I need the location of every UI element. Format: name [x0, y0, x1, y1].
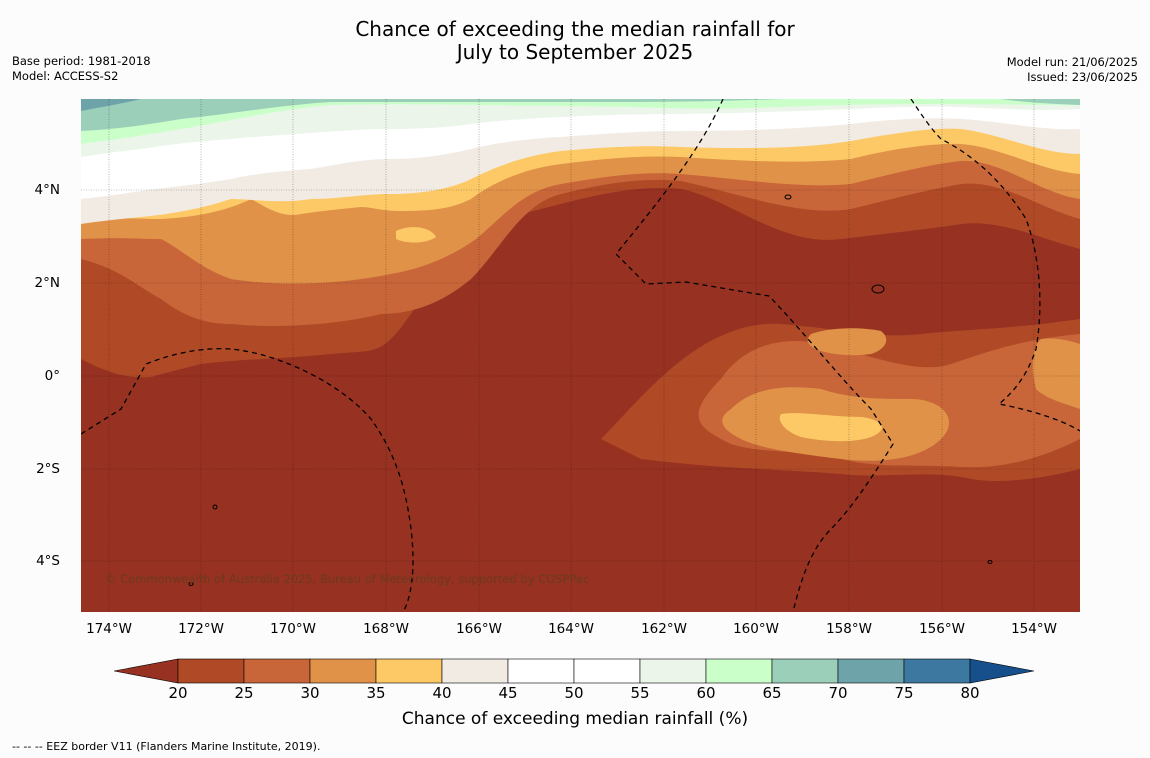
colorbar-tick: 30 [300, 684, 320, 702]
model-name: Model: ACCESS-S2 [12, 69, 119, 83]
lat-label: 4°N [34, 182, 60, 198]
lat-label: 2°S [36, 461, 60, 477]
issued-date: Issued: 23/06/2025 [1027, 70, 1138, 84]
lon-label: 156°W [919, 621, 965, 637]
colorbar-tick: 80 [960, 684, 980, 702]
copyright-notice: © Commonwealth of Australia 2025, Bureau… [105, 572, 590, 586]
eez-borders [81, 99, 1080, 612]
lon-label: 174°W [86, 621, 132, 637]
model-run: Model run: 21/06/2025 [1006, 55, 1138, 69]
colorbar-tick: 20 [168, 684, 188, 702]
lon-label: 168°W [363, 621, 409, 637]
colorbar-tick: 50 [564, 684, 584, 702]
region-30-35-east [1032, 338, 1080, 409]
meta-right: Model run: 21/06/2025 Issued: 23/06/2025 [1007, 55, 1138, 85]
eez-legend-note: -- -- -- EEZ border V11 (Flanders Marine… [12, 740, 321, 753]
title-line-2: July to September 2025 [456, 40, 694, 64]
colorbar-tick: 55 [630, 684, 650, 702]
map-svg [81, 99, 1080, 612]
lon-label: 160°W [733, 621, 779, 637]
lon-label: 166°W [456, 621, 502, 637]
colorbar-tick: 70 [828, 684, 848, 702]
lat-label: 4°S [36, 553, 60, 569]
colorbar-cell [771, 658, 839, 684]
colorbar-cell [573, 658, 641, 684]
region-35-40-south [779, 413, 882, 442]
region-35-40-spot [396, 227, 436, 243]
colorbar-cell [375, 658, 443, 684]
lon-label: 154°W [1011, 621, 1057, 637]
colorbar-cell [309, 658, 377, 684]
region-55-60 [81, 99, 1080, 157]
colorbar-cell [639, 658, 707, 684]
graticule [81, 99, 1080, 612]
lon-label: 164°W [548, 621, 594, 637]
lon-label: 172°W [178, 621, 224, 637]
colorbar-arrow-low [114, 658, 179, 684]
colorbar-tick: 75 [894, 684, 914, 702]
colorbar-tick: 65 [762, 684, 782, 702]
region-30-35-mid [807, 328, 887, 356]
base-period: Base period: 1981-2018 [12, 54, 151, 68]
colorbar-cell [243, 658, 311, 684]
colorbar-arrow-high [969, 658, 1035, 684]
colorbar-tick: 40 [432, 684, 452, 702]
colorbar-cell [705, 658, 773, 684]
colorbar-cell [177, 658, 245, 684]
colorbar-tick: 25 [234, 684, 254, 702]
colorbar-cell [903, 658, 971, 684]
lon-label: 162°W [641, 621, 687, 637]
lat-label: 0° [44, 368, 60, 384]
lon-label: 170°W [270, 621, 316, 637]
islands [188, 194, 993, 586]
region-70-75 [81, 99, 141, 111]
colorbar-tick: 60 [696, 684, 716, 702]
meta-left: Base period: 1981-2018 Model: ACCESS-S2 [12, 54, 151, 84]
colorbar-tick: 45 [498, 684, 518, 702]
colorbar [114, 658, 1035, 684]
region-65-70 [81, 99, 1080, 131]
colorbar-cell [837, 658, 905, 684]
colorbar-cell [441, 658, 509, 684]
colorbar-tick: 35 [366, 684, 386, 702]
colorbar-label: Chance of exceeding median rainfall (%) [401, 709, 749, 729]
lon-label: 158°W [826, 621, 872, 637]
title-line-1: Chance of exceeding the median rainfall … [355, 17, 795, 41]
rainfall-map [81, 99, 1080, 612]
lat-label: 2°N [34, 275, 60, 291]
colorbar-cell [507, 658, 575, 684]
map-title: Chance of exceeding the median rainfall … [0, 18, 1150, 64]
